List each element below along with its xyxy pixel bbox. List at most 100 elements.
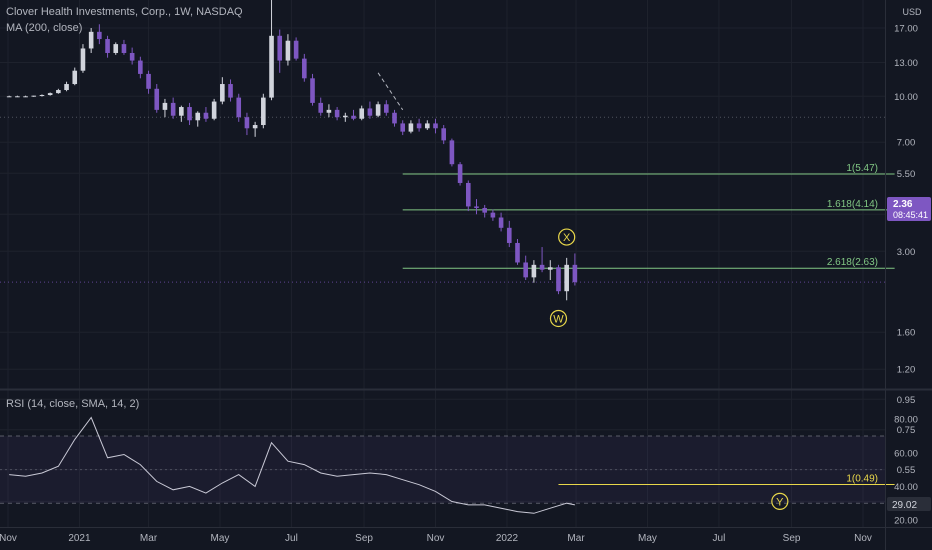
candle-body (351, 116, 356, 119)
price-tick-label: 0.55 (897, 465, 916, 476)
candle-body (515, 243, 520, 263)
wave-text: Y (776, 496, 784, 508)
candle-body (15, 96, 20, 97)
candle[interactable] (458, 162, 463, 185)
time-tick-label: Nov (427, 533, 445, 544)
price-tick-label: 10.00 (894, 92, 918, 103)
time-tick-label: 2021 (68, 533, 91, 544)
candle-body (56, 90, 61, 93)
candle-body (138, 61, 143, 74)
time-tick-label: Sep (783, 533, 801, 544)
candle-body (163, 103, 168, 110)
candle-body (343, 116, 348, 118)
level-label: 1(5.47) (846, 163, 878, 174)
candle-body (23, 96, 28, 97)
chart-title[interactable]: Clover Health Investments, Corp., 1W, NA… (6, 6, 243, 18)
candle-body (253, 125, 258, 128)
candle-body (564, 265, 569, 291)
candle-body (146, 74, 151, 89)
candle[interactable] (294, 37, 299, 60)
price-tick-label: 0.95 (897, 395, 916, 406)
candle-body (302, 59, 307, 79)
candle-body (277, 36, 282, 61)
rsi-badge: 29.02 (887, 497, 931, 511)
candle-body (409, 123, 414, 131)
time-tick-label: Nov (0, 533, 17, 544)
time-tick-label: 2022 (496, 533, 519, 544)
candle-body (179, 107, 184, 116)
candle-body (122, 44, 127, 53)
candle-body (187, 107, 192, 120)
candle-body (491, 213, 496, 218)
candle-body (318, 103, 323, 113)
candle[interactable] (310, 74, 315, 106)
wave-text: X (563, 232, 571, 244)
candle-body (89, 32, 94, 49)
candle-body (245, 117, 250, 128)
candle-body (327, 110, 332, 113)
time-tick-label: Jul (285, 533, 298, 544)
candle-body (286, 41, 291, 61)
level-label: 2.618(2.63) (827, 257, 878, 268)
price-tick-label: 0.75 (897, 425, 916, 436)
candle-body (359, 108, 364, 118)
candle-body (548, 267, 553, 269)
candle-body (450, 140, 455, 164)
candle-body (540, 265, 545, 270)
price-tick-label: 17.00 (894, 23, 918, 34)
candle-body (417, 123, 422, 128)
candle[interactable] (261, 94, 266, 129)
candle-body (113, 44, 118, 53)
rsi-band-fill (0, 436, 885, 503)
candle-body (474, 206, 479, 208)
price-tick-label: 3.00 (897, 247, 916, 258)
candle-body (523, 262, 528, 277)
candle-body (261, 98, 266, 125)
rsi-tick-label: 80.00 (894, 415, 918, 426)
price-tick-label: 1.60 (897, 328, 916, 339)
rsi-tick-label: 60.00 (894, 448, 918, 459)
currency-label: USD (902, 7, 922, 17)
candle-body (171, 103, 176, 116)
price-tick-label: 5.50 (897, 169, 916, 180)
time-tick-label: Nov (854, 533, 872, 544)
price-tick-label: 13.00 (894, 58, 918, 69)
candle[interactable] (113, 42, 118, 54)
candle-body (97, 32, 102, 39)
level-label: 1(0.49) (846, 474, 878, 485)
candle-body (507, 228, 512, 243)
level-label: 1.618(4.14) (827, 199, 878, 210)
candle-body (72, 71, 77, 84)
candle-body (433, 123, 438, 128)
candle-body (204, 113, 209, 119)
candle-body (376, 104, 381, 115)
candle-body (556, 267, 561, 291)
wave-text: W (553, 313, 564, 325)
candle[interactable] (450, 139, 455, 167)
candle-body (81, 48, 86, 70)
candle-body (482, 208, 487, 213)
candle-body (40, 95, 45, 96)
price-tick-label: 7.00 (897, 138, 916, 149)
candle-body (154, 89, 159, 110)
candle-body (368, 108, 373, 115)
rsi-tick-label: 40.00 (894, 482, 918, 493)
candle-body (392, 113, 397, 124)
candle-body (310, 78, 315, 103)
price-badge: 2.36 08:45:41 (887, 197, 931, 221)
candle-body (212, 102, 217, 119)
candle-body (31, 96, 36, 97)
ma-legend[interactable]: MA (200, close) (6, 22, 82, 34)
candle-body (466, 183, 471, 206)
time-tick-label: Jul (713, 533, 726, 544)
candle-body (236, 98, 241, 118)
candle-body (105, 39, 110, 53)
rsi-legend[interactable]: RSI (14, close, SMA, 14, 2) (6, 398, 139, 410)
candle[interactable] (556, 265, 561, 294)
candle-body (499, 218, 504, 228)
candle[interactable] (212, 99, 217, 120)
price-tick-label: 1.20 (897, 365, 916, 376)
rsi-badge-value: 29.02 (892, 500, 917, 511)
candle-body (228, 84, 233, 98)
